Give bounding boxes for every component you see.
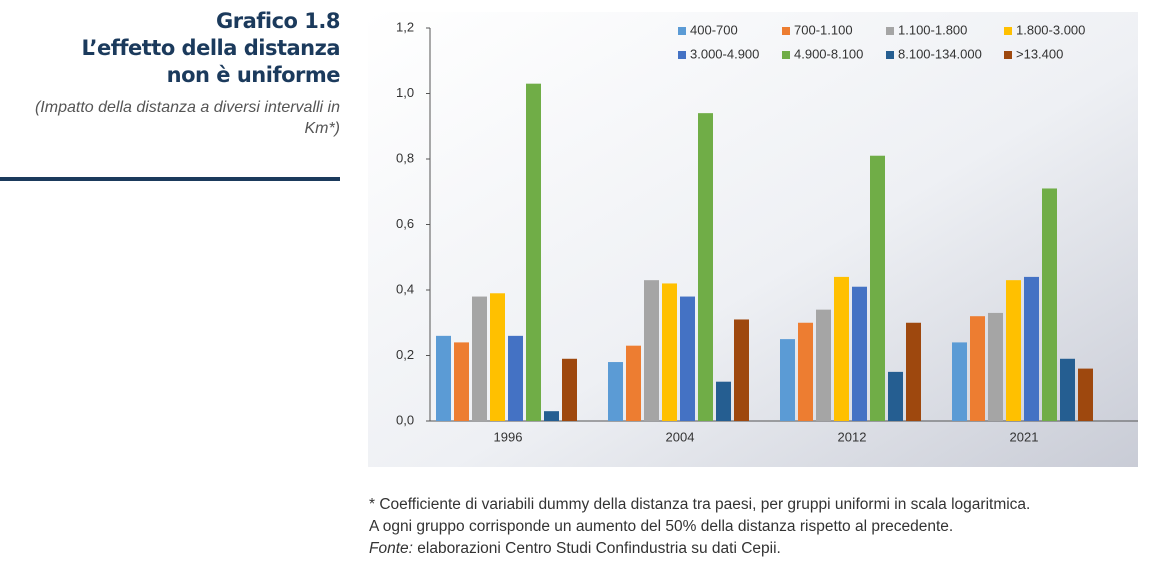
- bar: [1078, 368, 1093, 421]
- legend-swatch: [1004, 51, 1012, 59]
- bar: [780, 339, 795, 421]
- bar: [952, 342, 967, 421]
- y-tick-label: 0,2: [396, 347, 414, 362]
- bar: [1042, 188, 1057, 421]
- bar: [490, 293, 505, 421]
- legend-swatch: [782, 51, 790, 59]
- title-line: Grafico 1.8: [216, 9, 341, 33]
- bar: [644, 280, 659, 421]
- source: Fonte: elaborazioni Centro Studi Confind…: [369, 538, 1030, 560]
- legend-label: 700-1.100: [794, 22, 853, 37]
- source-label: Fonte:: [369, 540, 413, 557]
- y-tick-label: 0,6: [396, 216, 414, 231]
- y-tick-label: 0,0: [396, 412, 414, 427]
- title-line: L’effetto della distanza: [81, 36, 340, 60]
- bar: [970, 316, 985, 421]
- bar: [526, 83, 541, 422]
- x-tick-label: 2021: [1010, 429, 1039, 444]
- bar: [608, 362, 623, 421]
- bar: [1006, 280, 1021, 421]
- chart: 0,0 0,2 0,4 0,6 0,8 1,0 1,2 1996 2004 2012 2021 400…: [368, 12, 1138, 467]
- bar: [906, 322, 921, 421]
- source-text: elaborazioni Centro Studi Confindustria …: [412, 540, 781, 557]
- bar: [870, 155, 885, 421]
- bar: [716, 381, 731, 421]
- legend-swatch: [1004, 27, 1012, 35]
- legend-swatch: [782, 27, 790, 35]
- x-tick-label: 1996: [494, 429, 523, 444]
- bar: [454, 342, 469, 421]
- bar: [798, 322, 813, 421]
- legend-label: 400-700: [690, 22, 738, 37]
- divider: [0, 177, 340, 181]
- title-line: non è uniforme: [166, 63, 341, 87]
- legend-label: 4.900-8.100: [794, 46, 863, 61]
- subtitle: (Impatto della distanza a diversi interv…: [34, 99, 340, 137]
- legend-swatch: [678, 27, 686, 35]
- bar: [662, 283, 677, 421]
- x-tick-label: 2012: [838, 429, 867, 444]
- bar: [816, 309, 831, 421]
- bar: [508, 335, 523, 421]
- note: A ogni gruppo corrisponde un aumento del…: [369, 518, 954, 535]
- legend-swatch: [678, 51, 686, 59]
- x-tick-label: 2004: [666, 429, 695, 444]
- legend-swatch: [886, 51, 894, 59]
- bar: [988, 312, 1003, 421]
- bar: [436, 335, 451, 421]
- legend-label: 8.100-134.000: [898, 46, 982, 61]
- bar: [626, 345, 641, 421]
- legend-label: >13.400: [1016, 46, 1063, 61]
- legend-swatch: [886, 27, 894, 35]
- legend-label: 1.800-3.000: [1016, 22, 1085, 37]
- y-tick-label: 1,2: [396, 19, 414, 34]
- bar: [680, 296, 695, 421]
- bar: [1060, 358, 1075, 421]
- header: Grafico 1.8 L’effetto della distanza non…: [0, 8, 341, 139]
- bar: [1024, 276, 1039, 421]
- bar: [562, 358, 577, 421]
- legend-label: 1.100-1.800: [898, 22, 967, 37]
- bar: [544, 411, 559, 421]
- y-tick-label: 0,8: [396, 150, 414, 165]
- bar: [888, 371, 903, 421]
- y-tick-label: 0,4: [396, 281, 414, 296]
- bar: [834, 276, 849, 421]
- bar: [734, 319, 749, 421]
- note: * Coefficiente di variabili dummy della …: [369, 496, 1031, 513]
- bar: [472, 296, 487, 421]
- bar: [698, 113, 713, 422]
- notes: * Coefficiente di variabili dummy della …: [369, 494, 1030, 560]
- legend-label: 3.000-4.900: [690, 46, 759, 61]
- bar: [852, 286, 867, 421]
- y-tick-label: 1,0: [396, 85, 414, 100]
